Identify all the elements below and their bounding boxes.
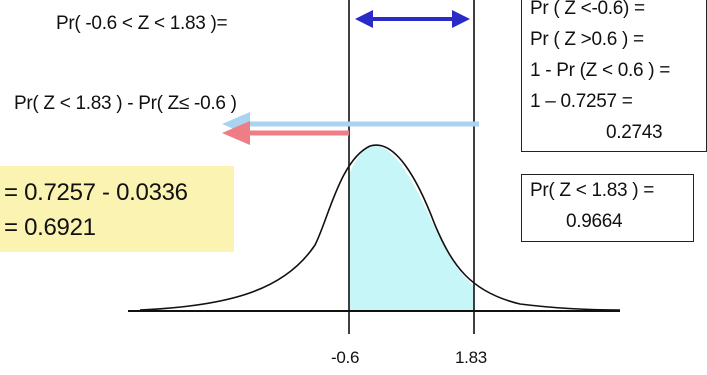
complement-calculation-box: Pr ( Z <-0.6) = Pr ( Z >0.6 ) = 1 - Pr (… (521, 0, 707, 152)
upper-line-1: Pr( Z < 1.83 ) = (530, 180, 655, 201)
calc-line-4: 1 – 0.7257 = (530, 91, 633, 112)
result-highlight-box: = 0.7257 - 0.0336 = 0.6921 (0, 166, 234, 252)
calc-line-2: Pr ( Z >0.6 ) = (530, 29, 644, 50)
calc-line-5: 0.2743 (606, 122, 663, 143)
calc-line-3: 1 - Pr (Z < 0.6 ) = (530, 60, 671, 81)
arrow-red (222, 121, 349, 145)
result-line-1: = 0.7257 - 0.0336 (4, 179, 188, 206)
shaded-area (349, 145, 474, 311)
middle-expression: Pr( Z < 1.83 ) - Pr( Z≤ -0.6 ) (14, 93, 237, 114)
double-arrow-blue (355, 10, 470, 28)
tick-label-left: -0.6 (331, 348, 360, 367)
calc-line-1: Pr ( Z <-0.6) = (530, 0, 645, 19)
top-expression: Pr( -0.6 < Z < 1.83 )= (56, 13, 228, 34)
result-line-2: = 0.6921 (4, 214, 96, 241)
normal-curve (139, 144, 621, 311)
tick-label-right: 1.83 (455, 348, 487, 367)
upper-line-2: 0.9664 (566, 211, 623, 232)
upper-probability-box: Pr( Z < 1.83 ) = 0.9664 (521, 174, 694, 242)
